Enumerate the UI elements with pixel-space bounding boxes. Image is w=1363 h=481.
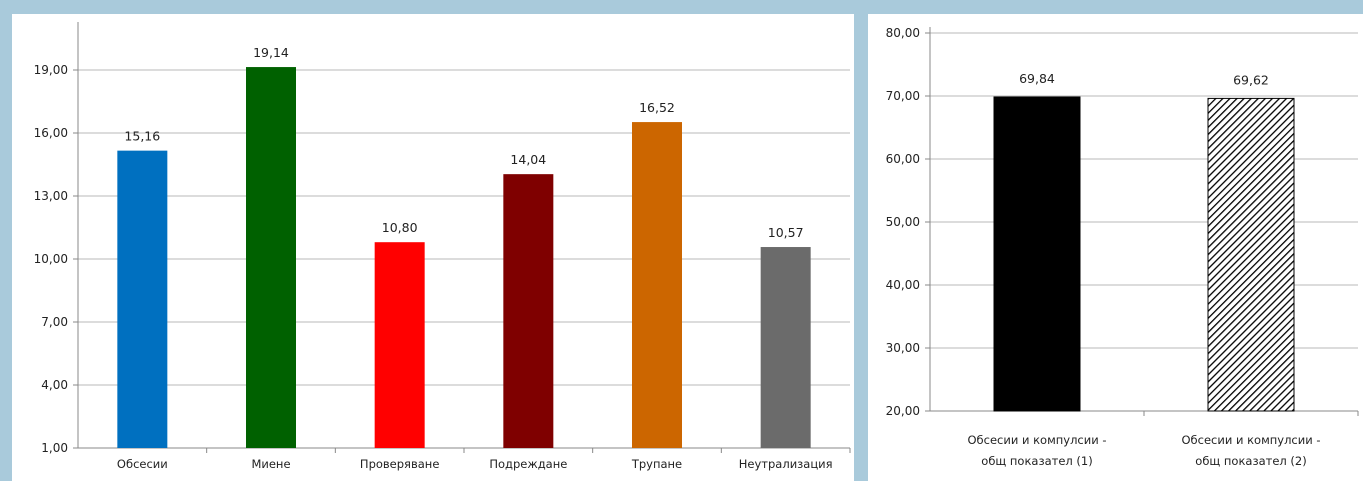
- y-tick-label: 1,00: [41, 441, 68, 455]
- x-tick-label: Трупане: [631, 457, 682, 471]
- data-label: 14,04: [510, 152, 546, 167]
- data-label: 19,14: [253, 45, 289, 60]
- bar: [760, 247, 811, 448]
- x-tick-label: Обсесии и компулсии -: [967, 433, 1106, 447]
- subscale-bar-chart: 1,00 4,00 7,00 10,00 13,00 16,00 19,00 15,16 Обс…: [34, 22, 851, 471]
- y-tick-label: 7,00: [41, 315, 68, 329]
- y-tick-label: 10,00: [34, 252, 68, 266]
- data-label: 10,57: [768, 225, 804, 240]
- total-score-bar-chart: 20,00 30,00 40,00 50,00 60,00 70,00 80,00 69,84…: [886, 26, 1359, 468]
- bar: [374, 242, 425, 448]
- data-label: 15,16: [124, 129, 160, 144]
- data-label: 10,80: [382, 220, 418, 235]
- y-tick-label: 80,00: [886, 26, 920, 40]
- bar: [246, 67, 296, 448]
- bar: [632, 122, 682, 448]
- y-tick-label: 70,00: [886, 89, 920, 103]
- data-label: 69,62: [1233, 72, 1269, 87]
- bar: [503, 174, 554, 448]
- y-tick-label: 20,00: [886, 404, 920, 418]
- y-tick-label: 50,00: [886, 215, 920, 229]
- y-tick-label: 16,00: [34, 126, 68, 140]
- x-tick-label: Миене: [251, 457, 290, 471]
- bar: [993, 96, 1081, 412]
- x-tick-label: Проверяване: [360, 457, 439, 471]
- bar: [117, 150, 168, 448]
- x-tick-label: Обсесии и компулсии -: [1181, 433, 1320, 447]
- data-label: 69,84: [1019, 71, 1055, 86]
- y-tick-label: 13,00: [34, 189, 68, 203]
- chart-panel-subscales: 1,00 4,00 7,00 10,00 13,00 16,00 19,00 15,16 Обс…: [12, 14, 854, 481]
- x-tick-label: Подреждане: [489, 457, 567, 471]
- x-tick-label: общ показател (1): [981, 454, 1092, 468]
- data-label: 16,52: [639, 100, 675, 115]
- chart-panel-total: 20,00 30,00 40,00 50,00 60,00 70,00 80,00 69,84…: [868, 14, 1363, 481]
- y-tick-label: 30,00: [886, 341, 920, 355]
- y-tick-label: 40,00: [886, 278, 920, 292]
- y-tick-label: 4,00: [41, 378, 68, 392]
- bar: [1207, 97, 1295, 412]
- y-tick-label: 19,00: [34, 63, 68, 77]
- x-tick-label: общ показател (2): [1195, 454, 1306, 468]
- x-tick-label: Неутрализация: [739, 457, 833, 471]
- x-tick-label: Обсесии: [117, 457, 168, 471]
- y-tick-label: 60,00: [886, 152, 920, 166]
